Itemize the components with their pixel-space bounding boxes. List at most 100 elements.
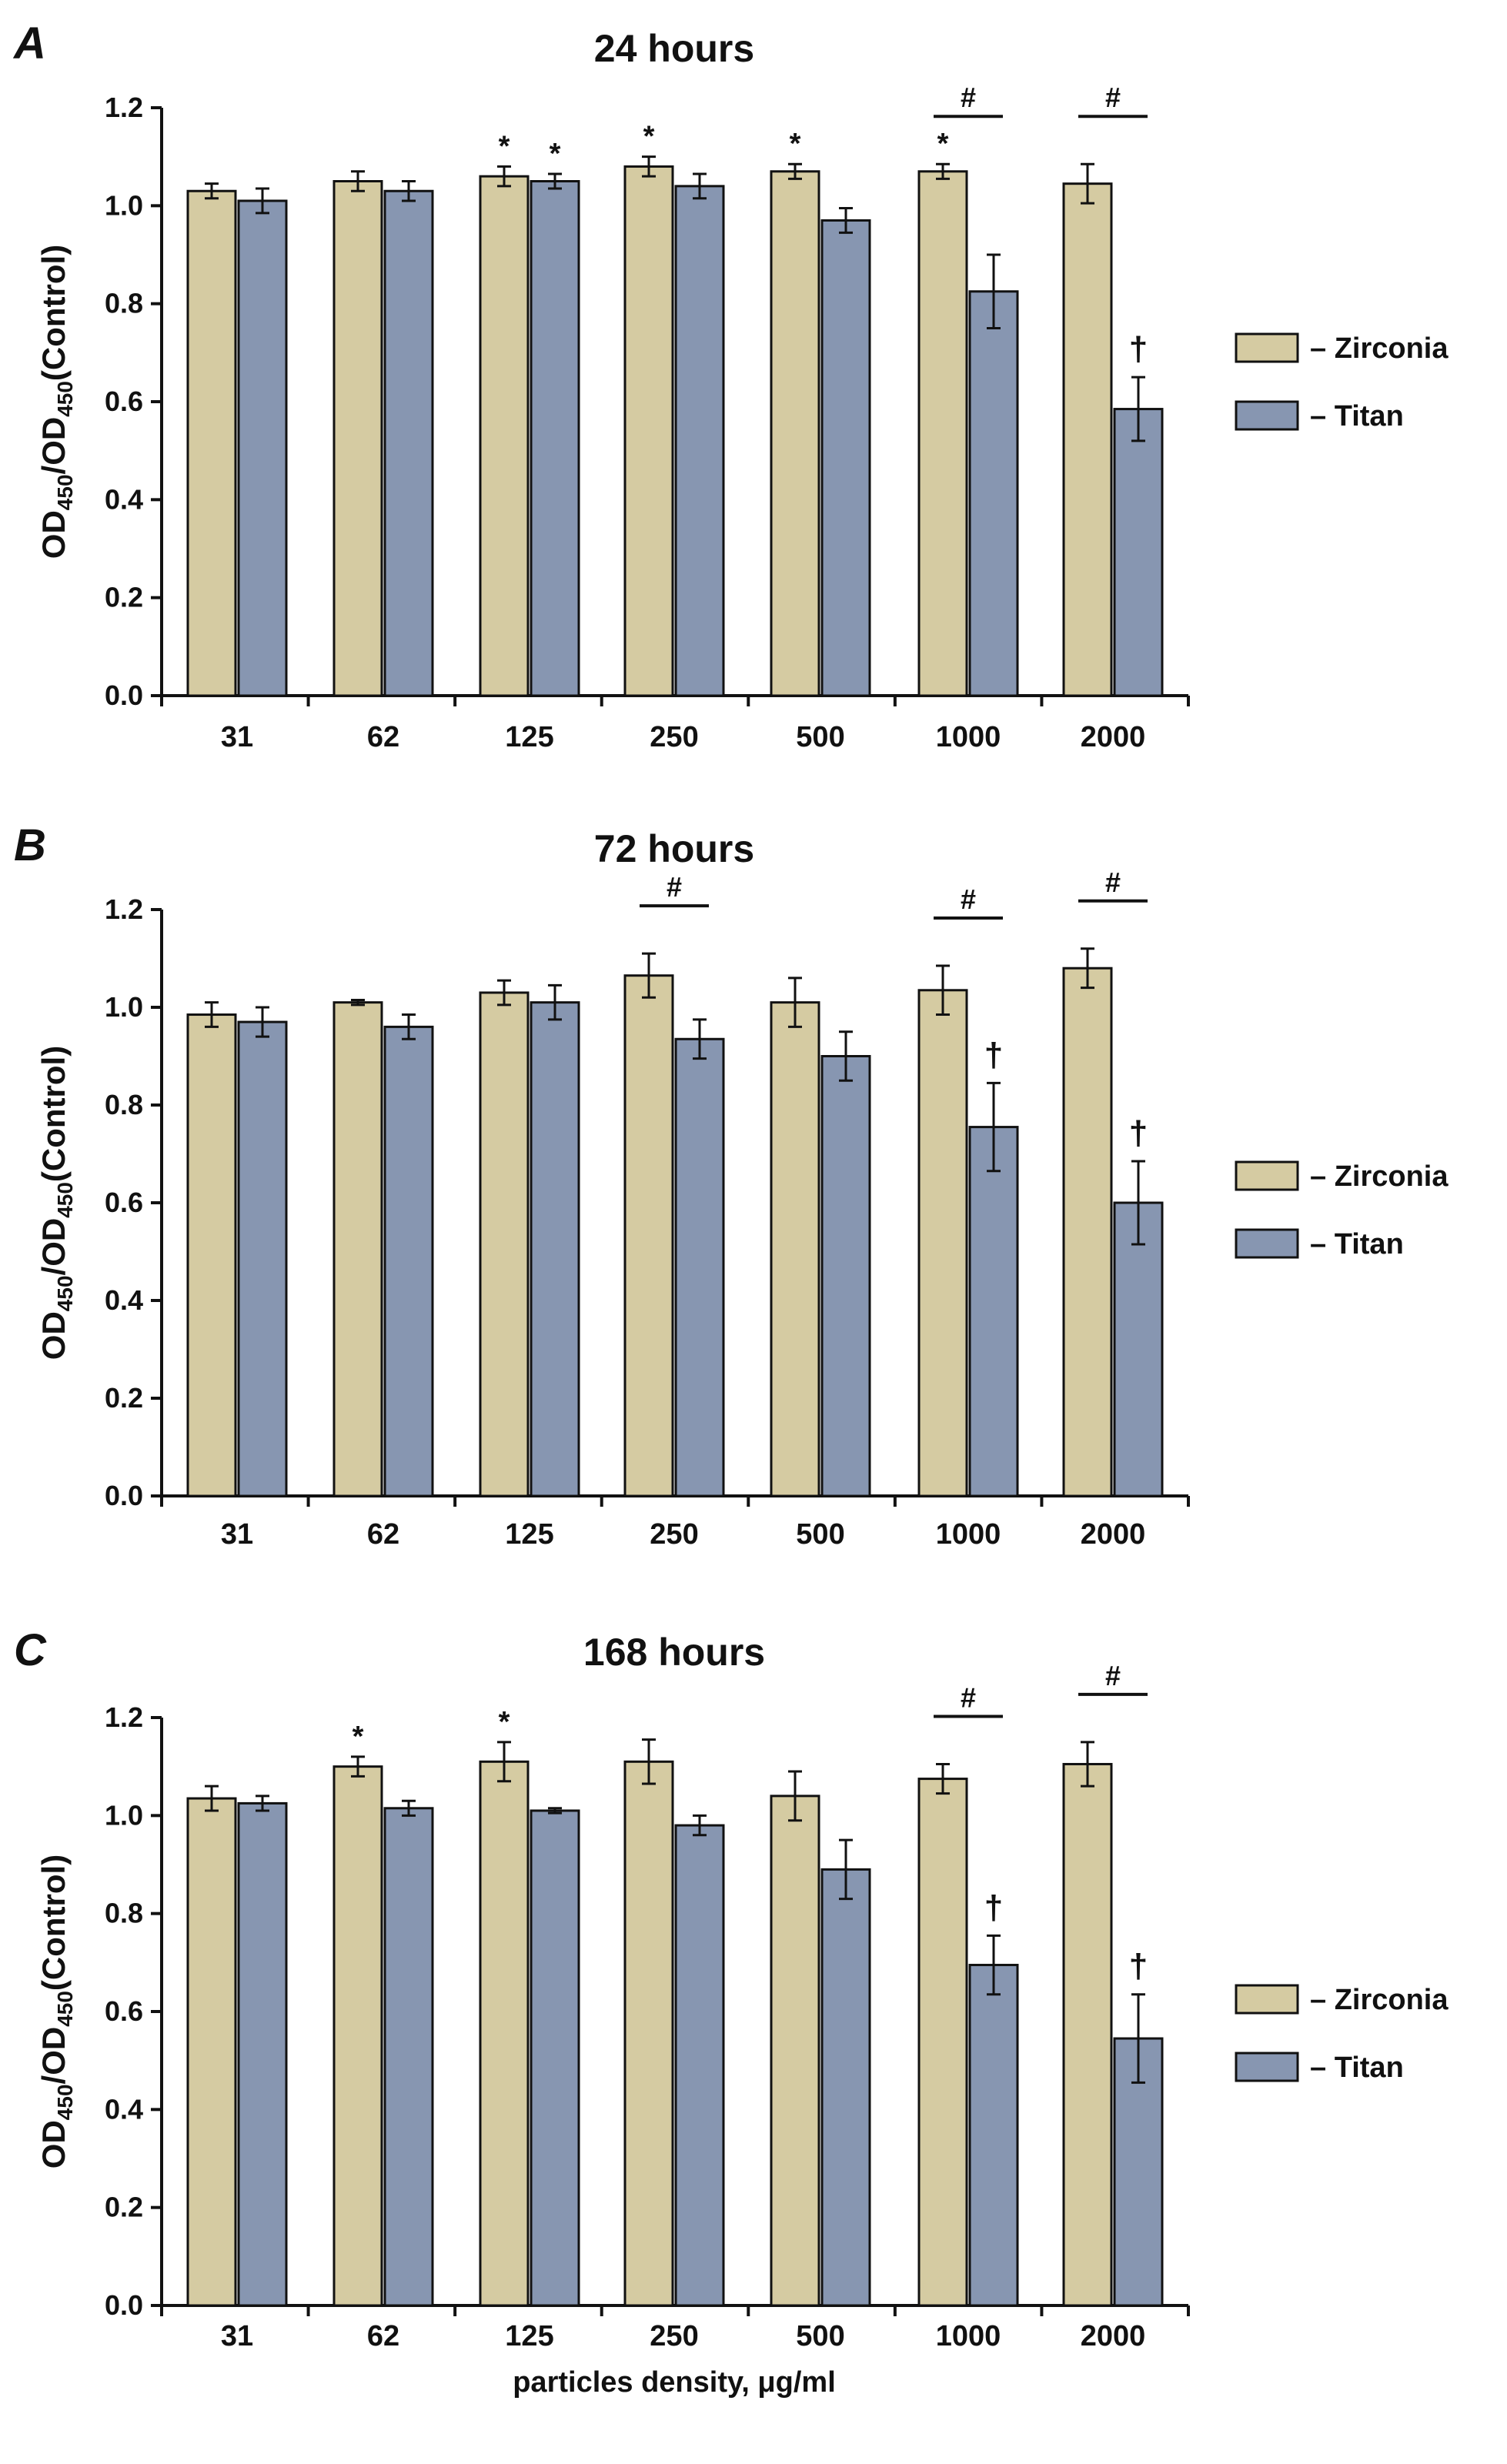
bar-zirconia xyxy=(479,175,530,697)
bar-titan xyxy=(968,290,1019,697)
y-tick-label: 1.2 xyxy=(105,92,143,123)
y-axis-label: OD450/OD450(Control) xyxy=(35,1855,77,2169)
x-tick-label: 1000 xyxy=(936,721,1001,753)
significance-mark: † xyxy=(984,1036,1003,1073)
legend-label: – Titan xyxy=(1310,1228,1404,1260)
significance-mark: † xyxy=(984,1888,1003,1926)
bar-zirconia xyxy=(332,1001,383,1497)
legend-swatch xyxy=(1235,1228,1299,1259)
significance-mark: * xyxy=(937,128,949,160)
y-tick-label: 0.2 xyxy=(105,2192,143,2223)
bar-titan xyxy=(237,1801,288,2307)
x-tick-label: 2000 xyxy=(1081,2320,1146,2352)
y-axis-label-part: 450 xyxy=(53,381,77,417)
bar-titan xyxy=(530,1001,580,1497)
bar-titan xyxy=(530,180,580,697)
y-axis-label-part: 450 xyxy=(53,1991,77,2027)
y-tick-label: 0.8 xyxy=(105,1898,143,1929)
bar-titan xyxy=(674,1824,725,2307)
x-tick-label: 31 xyxy=(221,1518,253,1551)
bar-titan xyxy=(674,1037,725,1497)
y-tick-label: 0.4 xyxy=(105,1284,143,1316)
chart-panel-a: A 24 hoursOD450/OD450(Control)0.00.20.40.… xyxy=(12,18,1449,753)
legend-label: – Zirconia xyxy=(1310,332,1449,365)
y-axis-label-part: 450 xyxy=(53,2084,77,2120)
y-axis-label-part: OD xyxy=(35,2120,72,2169)
bar-zirconia xyxy=(186,1797,237,2307)
x-tick-label: 500 xyxy=(796,1518,844,1551)
y-axis-label-part: 450 xyxy=(53,1275,77,1311)
legend-swatch xyxy=(1235,1160,1299,1191)
bar-zirconia xyxy=(917,170,968,697)
chart-panel-c: C 168 hours OD450/OD450(Control) 0.0 0.2 0.4 0… xyxy=(14,1625,1449,2399)
comparison-mark: # xyxy=(961,82,976,113)
bar-zirconia xyxy=(770,170,820,697)
chart-title: 24 hours xyxy=(594,27,754,70)
bar-titan xyxy=(674,185,725,697)
x-tick-label: 1000 xyxy=(936,2320,1001,2352)
bar-titan xyxy=(820,219,871,697)
chart-title: 168 hours xyxy=(583,1631,765,1674)
comparison-mark: # xyxy=(1105,866,1121,898)
y-axis-label-part: (Control) xyxy=(35,245,72,381)
y-tick-label: 1.0 xyxy=(105,991,143,1023)
x-tick-label: 250 xyxy=(650,1518,698,1551)
bar-zirconia xyxy=(1062,1762,1113,2307)
y-axis-label-part: 450 xyxy=(53,1182,77,1218)
bar-zirconia xyxy=(623,1760,674,2307)
bar-titan xyxy=(237,199,288,697)
x-tick-label: 500 xyxy=(796,2320,844,2352)
x-tick-label: 1000 xyxy=(936,1518,1001,1551)
bar-titan xyxy=(383,189,434,697)
panel-label: C xyxy=(14,1625,47,1675)
y-axis-label-part: /OD xyxy=(35,417,72,475)
bar-titan xyxy=(383,1807,434,2307)
y-tick-label: 0.0 xyxy=(105,2289,143,2321)
bar-titan xyxy=(968,1964,1019,2307)
bar-titan xyxy=(530,1809,580,2307)
y-axis-label: OD450/OD450(Control) xyxy=(35,1046,77,1360)
bar-zirconia xyxy=(917,989,968,1497)
y-tick-label: 0.2 xyxy=(105,1382,143,1414)
y-axis-label-part: 450 xyxy=(53,474,77,510)
y-tick-label: 0.6 xyxy=(105,1187,143,1218)
bar-zirconia xyxy=(1062,182,1113,697)
bar-titan xyxy=(1113,1201,1164,1497)
bar-zirconia xyxy=(186,1013,237,1497)
significance-mark: * xyxy=(499,1706,510,1738)
y-axis-label-part: OD xyxy=(35,510,72,559)
comparison-mark: # xyxy=(961,883,976,915)
bar-titan xyxy=(237,1020,288,1497)
y-axis-label-part: OD xyxy=(35,1311,72,1360)
x-tick-label: 31 xyxy=(221,721,253,753)
y-tick-label: 0.8 xyxy=(105,288,143,319)
comparison-mark: # xyxy=(1105,1660,1121,1691)
bar-titan xyxy=(820,1055,871,1497)
legend-label: – Titan xyxy=(1310,2052,1404,2084)
x-axis-label: particles density, μg/ml xyxy=(513,2366,836,2399)
x-tick-label: 62 xyxy=(367,721,399,753)
y-tick-label: 0.4 xyxy=(105,2093,143,2125)
legend-swatch xyxy=(1235,332,1299,363)
y-axis-label-part: (Control) xyxy=(35,1855,72,1991)
x-tick-label: 500 xyxy=(796,721,844,753)
significance-mark: * xyxy=(499,130,510,162)
y-tick-label: 0.4 xyxy=(105,483,143,515)
y-tick-label: 1.0 xyxy=(105,1799,143,1831)
comparison-mark: # xyxy=(667,871,682,903)
bar-titan xyxy=(383,1025,434,1497)
y-tick-label: 1.2 xyxy=(105,1701,143,1733)
legend-swatch xyxy=(1235,400,1299,431)
y-tick-label: 1.0 xyxy=(105,189,143,221)
comparison-mark: # xyxy=(1105,82,1121,113)
bar-zirconia xyxy=(332,180,383,697)
panel-label: B xyxy=(14,820,46,870)
y-tick-label: 0.8 xyxy=(105,1089,143,1120)
y-tick-label: 0.2 xyxy=(105,582,143,613)
y-tick-label: 0.0 xyxy=(105,679,143,711)
bar-zirconia xyxy=(1062,967,1113,1497)
bar-zirconia xyxy=(623,974,674,1497)
y-tick-label: 0.6 xyxy=(105,386,143,417)
bar-zirconia xyxy=(623,165,674,697)
legend-label: – Zirconia xyxy=(1310,1984,1449,2016)
